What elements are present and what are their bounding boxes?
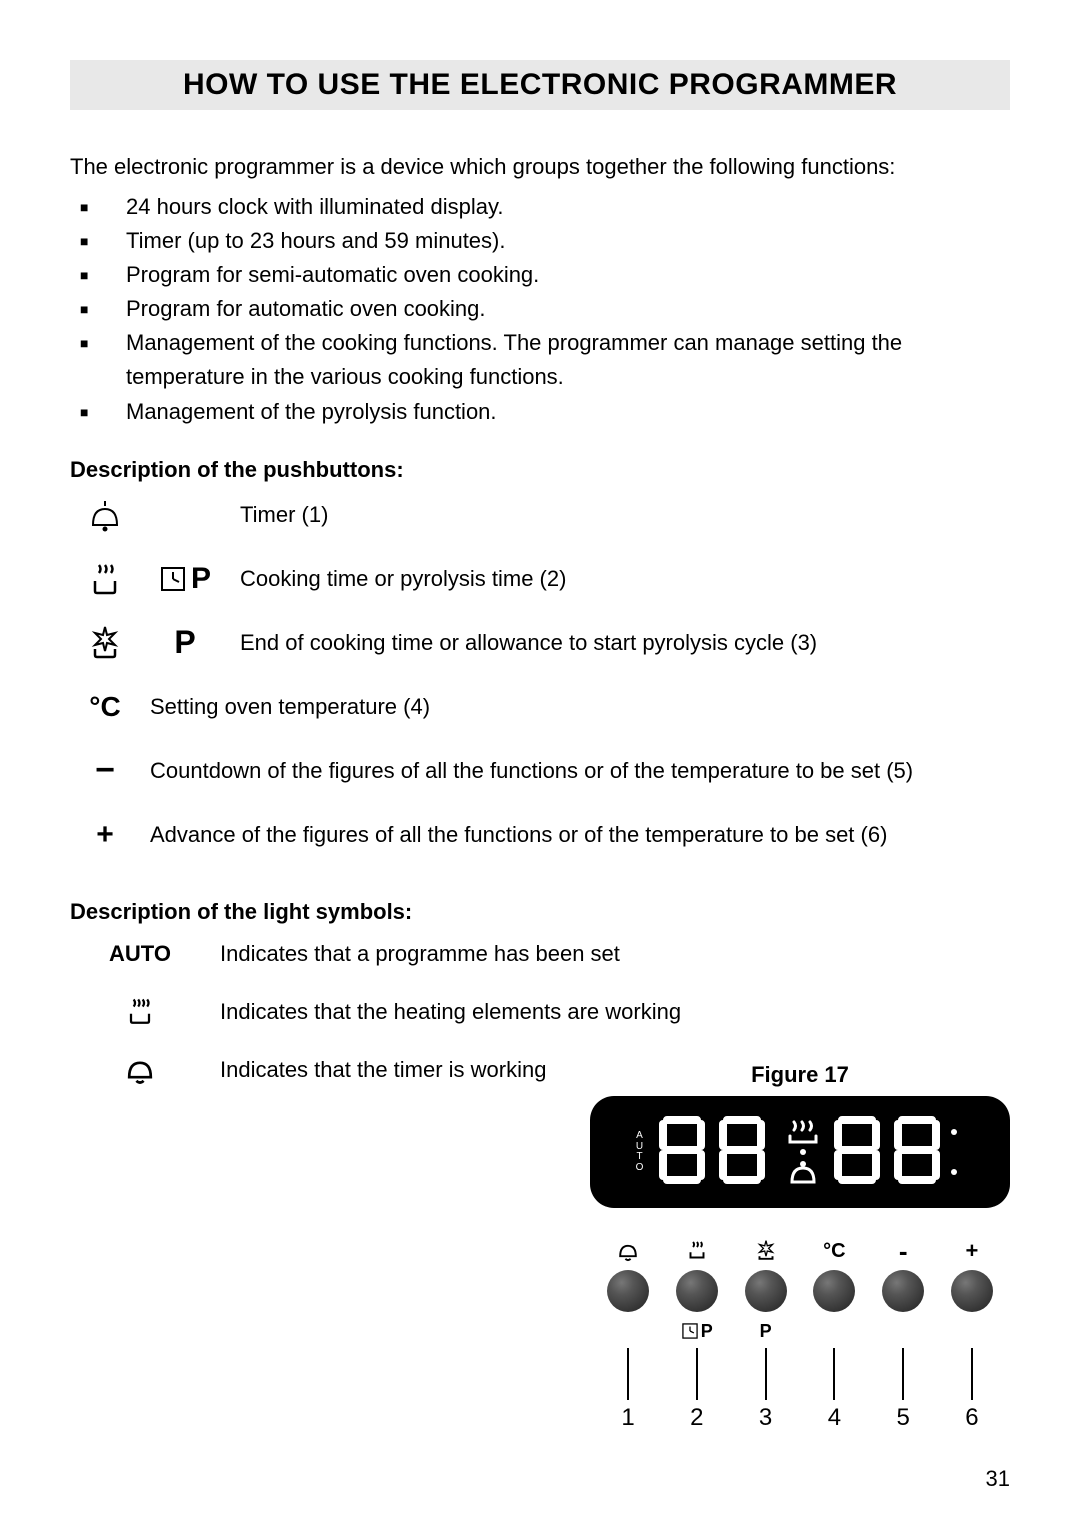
knob bbox=[813, 1270, 855, 1312]
heat-pot-icon bbox=[684, 1236, 710, 1266]
figure-btn-4: °C 4 bbox=[804, 1236, 864, 1432]
knob bbox=[882, 1270, 924, 1312]
celsius-icon: °C bbox=[70, 691, 140, 723]
pushbutton-text: Countdown of the figures of all the func… bbox=[140, 758, 1010, 784]
bell-timer-icon bbox=[70, 495, 140, 535]
knob bbox=[607, 1270, 649, 1312]
pushbutton-text: Cooking time or pyrolysis time (2) bbox=[230, 566, 1010, 592]
minus-icon: − bbox=[70, 751, 140, 790]
pushbutton-row-temperature: °C Setting oven temperature (4) bbox=[70, 675, 1010, 739]
list-item: 24 hours clock with illuminated display. bbox=[70, 190, 1010, 224]
pushbuttons-heading: Description of the pushbuttons: bbox=[70, 457, 1010, 483]
figure-caption: Figure 17 bbox=[590, 1062, 1010, 1088]
figure-number: 2 bbox=[690, 1404, 703, 1432]
lights-heading: Description of the light symbols: bbox=[70, 899, 1010, 925]
light-text: Indicates that a programme has been set bbox=[210, 941, 1010, 967]
knob bbox=[745, 1270, 787, 1312]
figure-btn-6: + 6 bbox=[942, 1236, 1002, 1432]
figure-btn-2: P 2 bbox=[667, 1236, 727, 1432]
bell-timer-icon bbox=[615, 1236, 641, 1266]
heat-icon bbox=[70, 994, 210, 1030]
p-icon: P bbox=[140, 624, 230, 661]
plus-icon: + bbox=[70, 818, 140, 852]
minus-icon: - bbox=[899, 1236, 908, 1266]
figure-number: 6 bbox=[965, 1404, 978, 1432]
list-item: Program for semi-automatic oven cooking. bbox=[70, 258, 1010, 292]
lcd-display: AUTO bbox=[590, 1096, 1010, 1208]
page-number: 31 bbox=[986, 1466, 1010, 1492]
figure-number: 5 bbox=[897, 1404, 910, 1432]
figure-btn-5: - 5 bbox=[873, 1236, 933, 1432]
auto-label: AUTO bbox=[70, 941, 210, 967]
star-pot-icon bbox=[70, 623, 140, 663]
figure-17: Figure 17 AUTO bbox=[590, 1062, 1010, 1432]
heat-pot-icon bbox=[70, 559, 140, 599]
p-label: P bbox=[760, 1318, 772, 1344]
knob bbox=[676, 1270, 718, 1312]
lcd-auto-indicator: AUTO bbox=[636, 1131, 645, 1173]
figure-btn-3: P 3 bbox=[736, 1236, 796, 1432]
seven-segment-display bbox=[654, 1112, 964, 1192]
pushbutton-text: Timer (1) bbox=[230, 502, 1010, 528]
plus-icon: + bbox=[966, 1236, 979, 1266]
pushbutton-row-advance: + Advance of the figures of all the func… bbox=[70, 803, 1010, 867]
list-item: Program for automatic oven cooking. bbox=[70, 292, 1010, 326]
light-row-heating: Indicates that the heating elements are … bbox=[70, 983, 1010, 1041]
clock-p-icon: P bbox=[140, 562, 230, 596]
pushbutton-text: Setting oven temperature (4) bbox=[140, 694, 1010, 720]
page-title: HOW TO USE THE ELECTRONIC PROGRAMMER bbox=[70, 60, 1010, 110]
intro-text: The electronic programmer is a device wh… bbox=[70, 154, 1010, 180]
list-item: Timer (up to 23 hours and 59 minutes). bbox=[70, 224, 1010, 258]
pushbutton-row-cooking-time: P Cooking time or pyrolysis time (2) bbox=[70, 547, 1010, 611]
celsius-icon: °C bbox=[823, 1236, 845, 1266]
figure-btn-1: 1 bbox=[598, 1236, 658, 1432]
pushbutton-row-countdown: − Countdown of the figures of all the fu… bbox=[70, 739, 1010, 803]
figure-number: 1 bbox=[621, 1404, 634, 1432]
feature-list: 24 hours clock with illuminated display.… bbox=[70, 190, 1010, 429]
light-text: Indicates that the heating elements are … bbox=[210, 999, 1010, 1025]
pushbutton-text: End of cooking time or allowance to star… bbox=[230, 630, 1010, 656]
pushbutton-text: Advance of the figures of all the functi… bbox=[140, 822, 1010, 848]
list-item: Management of the cooking functions. The… bbox=[70, 326, 1010, 394]
pushbutton-row-end-time: P End of cooking time or allowance to st… bbox=[70, 611, 1010, 675]
figure-number: 3 bbox=[759, 1404, 772, 1432]
bell-icon bbox=[70, 1052, 210, 1088]
manual-page: HOW TO USE THE ELECTRONIC PROGRAMMER The… bbox=[0, 0, 1080, 1532]
star-pot-icon bbox=[753, 1236, 779, 1266]
list-item: Management of the pyrolysis function. bbox=[70, 395, 1010, 429]
p-label: P bbox=[191, 562, 211, 596]
light-row-auto: AUTO Indicates that a programme has been… bbox=[70, 925, 1010, 983]
knob bbox=[951, 1270, 993, 1312]
figure-buttons: 1 P 2 P bbox=[590, 1236, 1010, 1432]
figure-number: 4 bbox=[828, 1404, 841, 1432]
clock-p-icon: P bbox=[681, 1318, 713, 1344]
pushbutton-row-timer: Timer (1) bbox=[70, 483, 1010, 547]
